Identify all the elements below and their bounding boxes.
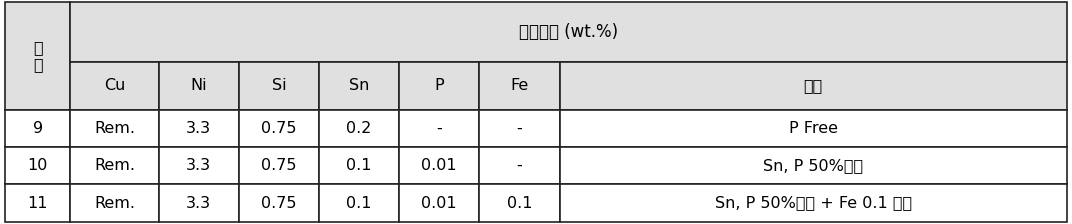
Text: Rem.: Rem. — [94, 121, 135, 136]
Bar — [319, 147, 399, 184]
Bar — [5, 2, 71, 110]
Bar — [239, 184, 319, 222]
Bar — [479, 110, 560, 147]
Text: Ni: Ni — [191, 78, 207, 93]
Bar — [71, 62, 159, 110]
Text: 0.01: 0.01 — [421, 158, 457, 173]
Bar — [479, 184, 560, 222]
Bar — [399, 147, 479, 184]
Bar — [71, 184, 159, 222]
Text: -: - — [517, 158, 522, 173]
Text: 10: 10 — [28, 158, 48, 173]
Bar — [71, 110, 159, 147]
Text: 3.3: 3.3 — [187, 196, 211, 211]
Bar — [239, 147, 319, 184]
Bar — [560, 184, 1067, 222]
Text: -: - — [436, 121, 442, 136]
Bar — [560, 110, 1067, 147]
Text: 3.3: 3.3 — [187, 158, 211, 173]
Bar — [159, 184, 239, 222]
Text: 비고: 비고 — [804, 78, 822, 93]
Text: Sn, P 50%감소: Sn, P 50%감소 — [763, 158, 863, 173]
Bar — [239, 62, 319, 110]
Text: 0.1: 0.1 — [507, 196, 532, 211]
Text: -: - — [517, 121, 522, 136]
Bar — [5, 147, 71, 184]
Text: Rem.: Rem. — [94, 196, 135, 211]
Bar — [159, 147, 239, 184]
Text: 0.1: 0.1 — [346, 196, 372, 211]
Bar — [159, 62, 239, 110]
Text: 9: 9 — [33, 121, 43, 136]
Bar — [319, 62, 399, 110]
Text: 0.2: 0.2 — [346, 121, 372, 136]
Text: 0.1: 0.1 — [346, 158, 372, 173]
Text: 0.01: 0.01 — [421, 196, 457, 211]
Bar — [239, 110, 319, 147]
Text: Cu: Cu — [104, 78, 125, 93]
Bar — [399, 62, 479, 110]
Bar — [399, 110, 479, 147]
Bar — [159, 110, 239, 147]
Text: 3.3: 3.3 — [187, 121, 211, 136]
Bar — [399, 184, 479, 222]
Text: Rem.: Rem. — [94, 158, 135, 173]
Bar — [71, 147, 159, 184]
Text: 0.75: 0.75 — [262, 158, 297, 173]
Text: 화학조성 (wt.%): 화학조성 (wt.%) — [519, 23, 617, 41]
Bar — [479, 147, 560, 184]
Bar — [71, 2, 1067, 62]
Text: Sn: Sn — [348, 78, 370, 93]
Bar — [5, 110, 71, 147]
Text: 0.75: 0.75 — [262, 121, 297, 136]
Bar — [560, 147, 1067, 184]
Text: 구
분: 구 분 — [33, 40, 43, 72]
Bar — [319, 110, 399, 147]
Bar — [479, 62, 560, 110]
Text: P: P — [434, 78, 444, 93]
Text: Si: Si — [271, 78, 286, 93]
Bar — [5, 184, 71, 222]
Text: 11: 11 — [28, 196, 48, 211]
Text: 0.75: 0.75 — [262, 196, 297, 211]
Text: Sn, P 50%감소 + Fe 0.1 첨가: Sn, P 50%감소 + Fe 0.1 첨가 — [715, 196, 911, 211]
Bar — [319, 184, 399, 222]
Text: P Free: P Free — [789, 121, 837, 136]
Bar — [560, 62, 1067, 110]
Text: Fe: Fe — [510, 78, 528, 93]
